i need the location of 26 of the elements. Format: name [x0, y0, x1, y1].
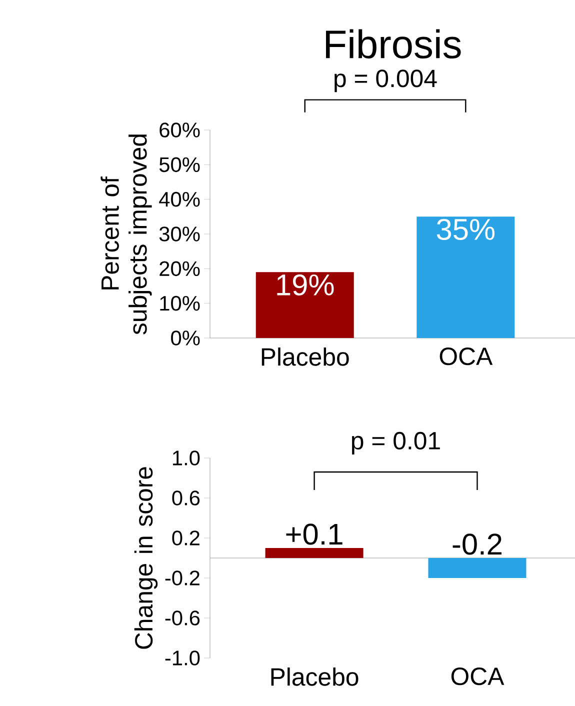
y-tick-label: 10% — [160, 296, 200, 311]
data-label: -0.2 — [452, 534, 502, 555]
y-tick-label: -0.2 — [165, 570, 200, 586]
x-tick-label: OCA — [451, 668, 504, 686]
data-label: 19% — [277, 274, 334, 296]
x-tick-label: OCA — [440, 348, 493, 366]
y-tick-label: 60% — [160, 122, 200, 138]
chart-title: Fibrosis — [326, 29, 461, 58]
data-label: 35% — [436, 218, 495, 240]
text: p = 0.004 — [334, 70, 437, 92]
y-tick-label: 40% — [159, 192, 200, 207]
y-axis-title: Percent of subjects improved — [100, 134, 152, 334]
y-axis-title: Change in score — [134, 467, 158, 649]
y-tick-label: 20% — [160, 261, 200, 276]
y-tick-label: 1.0 — [172, 450, 200, 466]
x-tick-label: Placebo — [271, 668, 358, 686]
y-tick-label: 0.6 — [172, 490, 200, 506]
y-tick-label: 30% — [159, 226, 200, 242]
x-tick-label: Placebo — [262, 348, 349, 366]
y-tick-label: -1.0 — [165, 650, 200, 666]
y-tick-label: 0% — [171, 330, 200, 346]
y-tick-label: -0.6 — [165, 610, 200, 626]
y-tick-label: 0.2 — [172, 530, 200, 546]
y-tick-label: 50% — [159, 157, 200, 172]
text: p = 0.01 — [352, 432, 440, 454]
data-label: +0.1 — [286, 524, 342, 545]
